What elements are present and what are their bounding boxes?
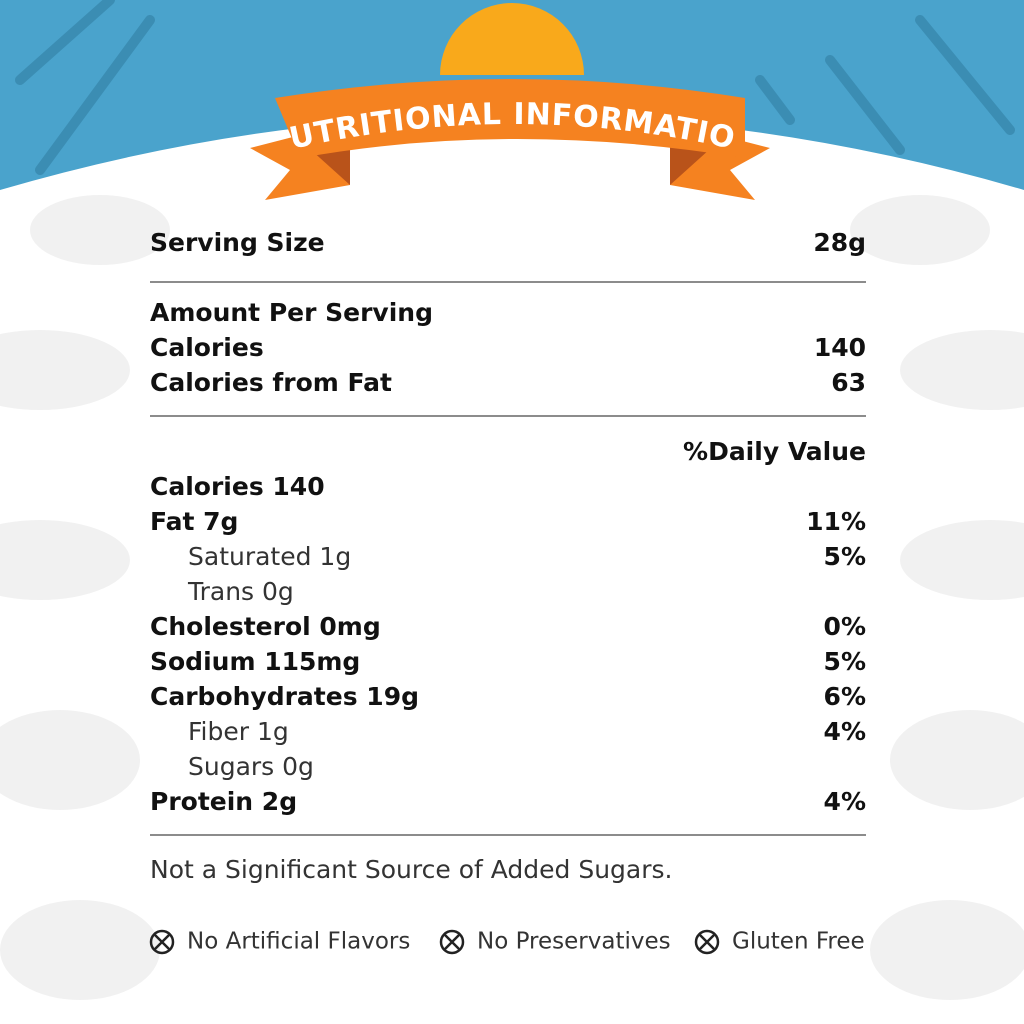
badge-icon xyxy=(439,929,465,955)
pattern xyxy=(15,0,1015,175)
footnote: Not a Significant Source of Added Sugars… xyxy=(150,855,673,884)
nutrient-label: Fat 7g xyxy=(150,507,238,536)
ribbon xyxy=(250,79,770,200)
sub-nutrient-label: Saturated 1g xyxy=(188,542,351,571)
sub-nutrient-label: Trans 0g xyxy=(187,577,294,606)
sub-nutrient-label: Fiber 1g xyxy=(188,717,289,746)
nutrient-dv: 0% xyxy=(824,612,866,641)
badge-label: No Preservatives xyxy=(477,929,671,955)
amount-label: Calories xyxy=(150,333,264,362)
nutrient-label: Sodium 115mg xyxy=(150,647,360,676)
nutrient-dv: 5% xyxy=(824,647,866,676)
leaf-pattern xyxy=(0,195,1024,1000)
badge-label: Gluten Free xyxy=(732,929,865,955)
badge-label: No Artificial Flavors xyxy=(187,929,410,955)
white-panel xyxy=(0,115,1024,1024)
nutrient-dv: 6% xyxy=(824,682,866,711)
sub-nutrient-dv: 4% xyxy=(824,717,866,746)
sub-nutrient-dv: 5% xyxy=(824,542,866,571)
badge-icon-mark xyxy=(444,934,460,950)
serving-label: Serving Size xyxy=(150,228,325,257)
amount-value: 140 xyxy=(814,333,866,362)
badge-icon xyxy=(149,929,175,955)
serving-value: 28g xyxy=(813,228,866,257)
badge-icon xyxy=(694,929,720,955)
badge-icon-mark xyxy=(154,934,170,950)
amount-value: 63 xyxy=(831,368,866,397)
label-content: Serving Size 28g Amount Per Serving Calorie… xyxy=(149,228,866,955)
nutrient-label: Calories 140 xyxy=(150,472,325,501)
nutrient-label: Protein 2g xyxy=(150,787,297,816)
badge-icon-mark xyxy=(699,934,715,950)
nutrient-label: Cholesterol 0mg xyxy=(150,612,381,641)
nutrient-dv: 11% xyxy=(806,507,866,536)
dv-heading: %Daily Value xyxy=(683,437,866,466)
sub-nutrient-label: Sugars 0g xyxy=(188,752,314,781)
amount-label: Calories from Fat xyxy=(150,368,392,397)
amount-heading: Amount Per Serving xyxy=(150,298,433,327)
nutrient-dv: 4% xyxy=(824,787,866,816)
orange-slice xyxy=(440,3,584,75)
nutrient-label: Carbohydrates 19g xyxy=(150,682,419,711)
